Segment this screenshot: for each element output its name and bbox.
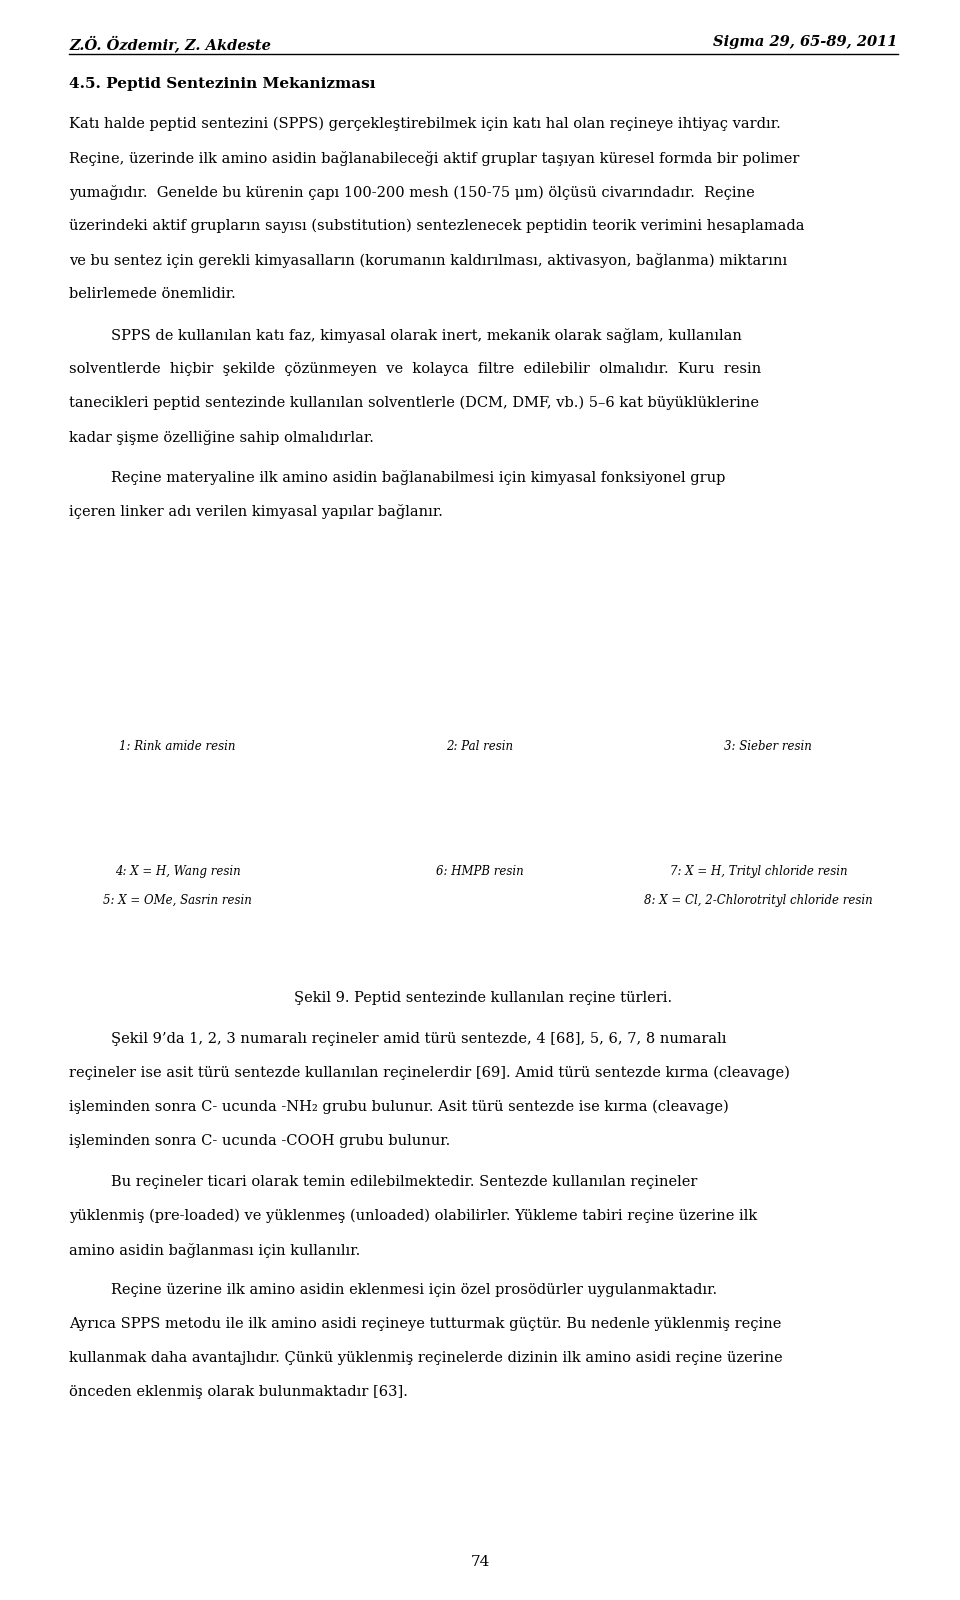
Text: kadar şişme özelliğine sahip olmalıdırlar.: kadar şişme özelliğine sahip olmalıdırla… xyxy=(69,430,374,445)
Text: Reçine materyaline ilk amino asidin bağlanabilmesi için kimyasal fonksiyonel gru: Reçine materyaline ilk amino asidin bağl… xyxy=(111,470,726,485)
Text: ve bu sentez için gerekli kimyasalların (korumanın kaldırılması, aktivasyon, bağ: ve bu sentez için gerekli kimyasalların … xyxy=(69,253,787,269)
Text: önceden eklenmiş olarak bulunmaktadır [63].: önceden eklenmiş olarak bulunmaktadır [6… xyxy=(69,1386,408,1400)
Text: 4: X = H, Wang resin: 4: X = H, Wang resin xyxy=(115,866,240,878)
Text: yüklenmiş (pre-loaded) ve yüklenmeş (unloaded) olabilirler. Yükleme tabiri reçin: yüklenmiş (pre-loaded) ve yüklenmeş (unl… xyxy=(69,1208,757,1222)
Text: Reçine, üzerinde ilk amino asidin bağlanabileceği aktif gruplar taşıyan küresel : Reçine, üzerinde ilk amino asidin bağlan… xyxy=(69,150,800,166)
Text: kullanmak daha avantajlıdır. Çünkü yüklenmiş reçinelerde dizinin ilk amino asidi: kullanmak daha avantajlıdır. Çünkü yükle… xyxy=(69,1352,782,1365)
Text: reçineler ise asit türü sentezde kullanılan reçinelerdir [69]. Amid türü sentezd: reçineler ise asit türü sentezde kullanı… xyxy=(69,1066,790,1080)
Text: 1: Rink amide resin: 1: Rink amide resin xyxy=(119,741,236,754)
Text: belirlemede önemlidir.: belirlemede önemlidir. xyxy=(69,286,236,301)
Text: 3: Sieber resin: 3: Sieber resin xyxy=(724,741,812,754)
Text: Katı halde peptid sentezini (SPPS) gerçekleştirebilmek için katı hal olan reçine: Katı halde peptid sentezini (SPPS) gerçe… xyxy=(69,117,780,131)
Text: içeren linker adı verilen kimyasal yapılar bağlanır.: içeren linker adı verilen kimyasal yapıl… xyxy=(69,504,443,520)
Text: 8: X = Cl, 2-Chlorotrityl chloride resin: 8: X = Cl, 2-Chlorotrityl chloride resin xyxy=(644,894,873,907)
Text: işleminden sonra C- ucunda -NH₂ grubu bulunur. Asit türü sentezde ise kırma (cle: işleminden sonra C- ucunda -NH₂ grubu bu… xyxy=(69,1099,729,1114)
Text: Şekil 9. Peptid sentezinde kullanılan reçine türleri.: Şekil 9. Peptid sentezinde kullanılan re… xyxy=(295,992,672,1005)
Text: amino asidin bağlanması için kullanılır.: amino asidin bağlanması için kullanılır. xyxy=(69,1243,360,1258)
Text: Sigma 29, 65-89, 2011: Sigma 29, 65-89, 2011 xyxy=(713,35,898,50)
Text: 74: 74 xyxy=(470,1555,490,1570)
Text: tanecikleri peptid sentezinde kullanılan solventlerle (DCM, DMF, vb.) 5–6 kat bü: tanecikleri peptid sentezinde kullanılan… xyxy=(69,395,759,410)
Text: solventlerde  hiçbir  şekilde  çözünmeyen  ve  kolayca  filtre  edilebilir  olma: solventlerde hiçbir şekilde çözünmeyen v… xyxy=(69,362,761,376)
Text: 7: X = H, Trityl chloride resin: 7: X = H, Trityl chloride resin xyxy=(669,866,848,878)
Text: SPPS de kullanılan katı faz, kimyasal olarak inert, mekanik olarak sağlam, kulla: SPPS de kullanılan katı faz, kimyasal ol… xyxy=(111,328,742,342)
Text: 6: HMPB resin: 6: HMPB resin xyxy=(436,866,524,878)
Text: 5: X = OMe, Sasrin resin: 5: X = OMe, Sasrin resin xyxy=(103,894,252,907)
Text: Reçine üzerine ilk amino asidin eklenmesi için özel prosödürler uygulanmaktadır.: Reçine üzerine ilk amino asidin eklenmes… xyxy=(111,1283,717,1298)
Text: üzerindeki aktif grupların sayısı (substitution) sentezlenecek peptidin teorik v: üzerindeki aktif grupların sayısı (subst… xyxy=(69,219,804,234)
Text: işleminden sonra C- ucunda -COOH grubu bulunur.: işleminden sonra C- ucunda -COOH grubu b… xyxy=(69,1134,450,1149)
Text: Ayrıca SPPS metodu ile ilk amino asidi reçineye tutturmak güçtür. Bu nedenle yük: Ayrıca SPPS metodu ile ilk amino asidi r… xyxy=(69,1317,781,1331)
Text: 4.5. Peptid Sentezinin Mekanizması: 4.5. Peptid Sentezinin Mekanizması xyxy=(69,77,375,91)
Text: yumağıdır.  Genelde bu kürenin çapı 100-200 mesh (150-75 μm) ölçüsü civarındadır: yumağıdır. Genelde bu kürenin çapı 100-2… xyxy=(69,186,755,200)
Text: Z.Ö. Özdemir, Z. Akdeste: Z.Ö. Özdemir, Z. Akdeste xyxy=(69,35,271,53)
Text: 2: Pal resin: 2: Pal resin xyxy=(446,741,514,754)
Text: Şekil 9’da 1, 2, 3 numaralı reçineler amid türü sentezde, 4 [68], 5, 6, 7, 8 num: Şekil 9’da 1, 2, 3 numaralı reçineler am… xyxy=(111,1032,727,1046)
Bar xyxy=(69,552,898,981)
Text: Bu reçineler ticari olarak temin edilebilmektedir. Sentezde kullanılan reçineler: Bu reçineler ticari olarak temin edilebi… xyxy=(111,1174,698,1189)
